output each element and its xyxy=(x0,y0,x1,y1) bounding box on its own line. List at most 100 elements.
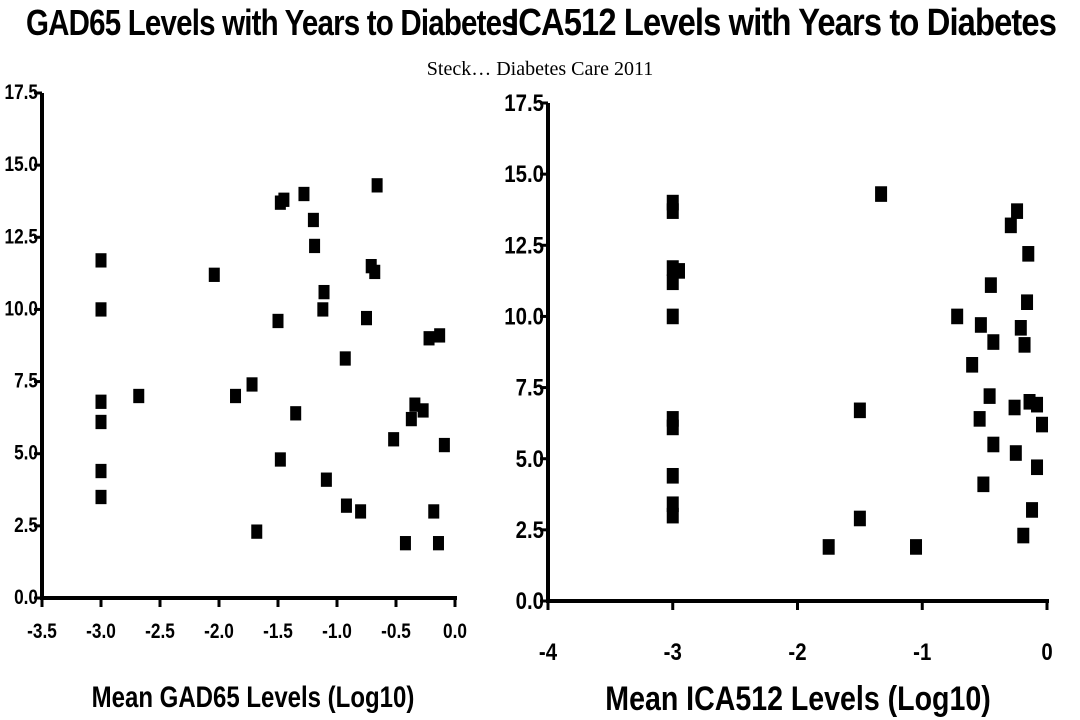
data-point-gad65 xyxy=(399,536,411,551)
y-tick-label-ica512: 2.5 xyxy=(516,516,544,543)
data-point-gad65 xyxy=(272,313,284,329)
y-tick-label-gad65: 5.0 xyxy=(14,442,38,465)
data-point-ica512 xyxy=(1023,394,1036,410)
data-point-gad65 xyxy=(318,284,330,300)
data-point-gad65 xyxy=(434,328,446,343)
y-tick-label-gad65: 2.5 xyxy=(14,514,38,537)
data-point-gad65 xyxy=(95,463,107,479)
data-point-gad65 xyxy=(278,192,290,207)
y-tick-label-ica512: 5.0 xyxy=(516,445,544,472)
x-tick-label-gad65: -3.0 xyxy=(86,621,116,644)
x-tick-label-gad65: -3.5 xyxy=(27,621,57,644)
data-point-ica512 xyxy=(1026,502,1039,518)
x-axis-title-ica512: Mean ICA512 Levels (Log10) xyxy=(605,680,990,718)
data-point-ica512 xyxy=(1031,459,1044,476)
x-axis-title-gad65: Mean GAD65 Levels (Log10) xyxy=(92,679,415,713)
data-point-ica512 xyxy=(666,507,679,524)
data-point-ica512 xyxy=(853,510,866,527)
data-point-ica512 xyxy=(987,334,1000,350)
data-point-gad65 xyxy=(409,397,421,412)
data-point-gad65 xyxy=(340,498,352,513)
data-point-ica512 xyxy=(853,402,866,419)
data-point-ica512 xyxy=(1008,399,1021,416)
x-tick-label-ica512: 0 xyxy=(1041,639,1052,666)
data-point-gad65 xyxy=(339,351,351,366)
data-point-ica512 xyxy=(1031,396,1044,413)
y-tick-label-ica512: 0.0 xyxy=(516,588,544,615)
y-tick-label-gad65: 7.5 xyxy=(14,370,38,393)
x-tick-label-gad65: -1.5 xyxy=(263,621,293,644)
data-point-gad65 xyxy=(95,302,107,317)
data-point-ica512 xyxy=(666,203,679,219)
data-point-gad65 xyxy=(95,414,107,430)
data-point-gad65 xyxy=(369,264,381,280)
data-point-ica512 xyxy=(987,436,1000,453)
y-tick-label-gad65: 17.5 xyxy=(4,82,38,105)
data-point-gad65 xyxy=(388,432,400,447)
y-tick-label-ica512: 12.5 xyxy=(504,232,544,259)
data-point-gad65 xyxy=(428,504,440,519)
chart-title-gad65: GAD65 Levels with Years to Diabetes xyxy=(26,2,518,43)
data-point-gad65 xyxy=(208,267,220,282)
data-point-gad65 xyxy=(361,310,372,326)
data-point-gad65 xyxy=(438,437,450,453)
data-point-ica512 xyxy=(1022,246,1035,262)
y-tick-label-ica512: 17.5 xyxy=(504,90,544,117)
data-point-gad65 xyxy=(133,388,145,404)
data-point-gad65 xyxy=(320,472,332,487)
x-tick-label-ica512: -2 xyxy=(788,639,806,666)
x-tick-label-gad65: -2.5 xyxy=(145,621,175,644)
chart-title-ica512: ICA512 Levels with Years to Diabetes xyxy=(510,2,1057,44)
data-point-ica512 xyxy=(1009,445,1022,461)
data-point-gad65 xyxy=(317,302,329,317)
x-tick-label-gad65: -1.0 xyxy=(322,621,352,644)
data-point-gad65 xyxy=(274,452,286,467)
citation-text: Steck… Diabetes Care 2011 xyxy=(426,58,654,80)
x-tick-label-gad65: 0.0 xyxy=(443,621,467,644)
data-point-ica512 xyxy=(875,186,888,202)
data-point-gad65 xyxy=(355,504,367,519)
data-point-ica512 xyxy=(1017,527,1030,544)
data-point-gad65 xyxy=(95,394,107,409)
y-tick-label-ica512: 7.5 xyxy=(516,374,544,401)
data-point-ica512 xyxy=(973,411,986,427)
data-point-ica512 xyxy=(666,274,679,291)
chart-gad65: 0.0 2.5 5.0 7.5 10.0 12.5 15.0 17.5 -3.5 -3.0 -2.5… xyxy=(4,82,466,714)
data-point-gad65 xyxy=(298,186,310,202)
data-point-ica512 xyxy=(666,419,679,436)
data-point-ica512 xyxy=(666,467,679,484)
data-point-ica512 xyxy=(983,388,996,404)
data-point-gad65 xyxy=(230,388,242,404)
x-tick-label-ica512: -4 xyxy=(539,639,558,666)
data-point-ica512 xyxy=(977,476,990,493)
data-point-gad65 xyxy=(423,331,435,346)
x-tick-label-ica512: -3 xyxy=(664,639,682,666)
data-point-ica512 xyxy=(974,317,987,333)
data-point-gad65 xyxy=(432,536,444,551)
y-tick-label-gad65: 10.0 xyxy=(4,298,38,321)
x-tick-label-gad65: -2.0 xyxy=(204,621,234,644)
y-tick-label-gad65: 12.5 xyxy=(4,226,38,249)
data-point-gad65 xyxy=(309,238,321,254)
data-point-ica512 xyxy=(1021,294,1034,310)
chart-ica512: 0.0 2.5 5.0 7.5 10.0 12.5 15.0 17.5 -4 -3 -2 -1 0 Mea… xyxy=(504,90,1052,718)
data-point-gad65 xyxy=(95,489,107,505)
data-point-gad65 xyxy=(290,406,302,421)
y-tick-label-gad65: 0.0 xyxy=(14,587,38,610)
y-tick-label-gad65: 15.0 xyxy=(4,154,38,177)
data-point-ica512 xyxy=(666,308,679,325)
y-tick-label-ica512: 10.0 xyxy=(504,303,544,330)
data-point-ica512 xyxy=(1036,416,1049,433)
x-tick-label-ica512: -1 xyxy=(913,639,931,666)
data-point-gad65 xyxy=(307,212,319,228)
y-tick-label-ica512: 15.0 xyxy=(504,161,544,188)
data-point-gad65 xyxy=(246,377,258,392)
data-point-ica512 xyxy=(1018,337,1031,353)
data-point-ica512 xyxy=(984,277,997,293)
data-point-ica512 xyxy=(822,539,835,555)
data-point-gad65 xyxy=(251,524,263,539)
data-point-gad65 xyxy=(95,253,107,268)
data-point-ica512 xyxy=(910,539,923,555)
data-point-ica512 xyxy=(951,308,964,325)
